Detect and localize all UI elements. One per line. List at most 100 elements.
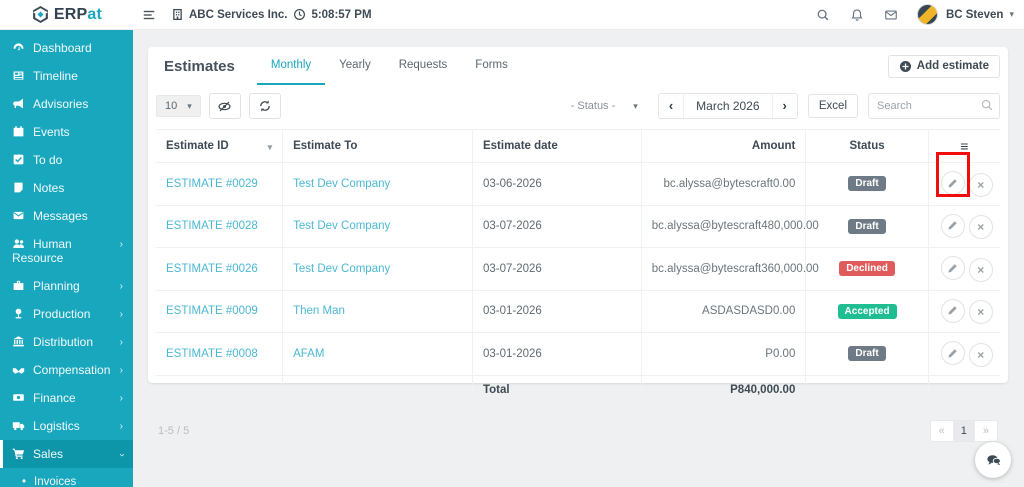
- estimate-amount: bc.alyssa@bytescraft360,000.00: [641, 247, 819, 291]
- estimate-to-link[interactable]: Test Dev Company: [293, 177, 391, 190]
- estimate-to-link[interactable]: Test Dev Company: [293, 220, 391, 233]
- estimate-id-link[interactable]: ESTIMATE #0028: [166, 220, 258, 233]
- status-filter-select[interactable]: - Status - ▾: [561, 95, 648, 117]
- sidebar-item-finance[interactable]: Finance ›: [0, 384, 133, 412]
- chevron-right-icon: ›: [119, 365, 123, 376]
- estimate-amount: ASDASDASD0.00: [641, 289, 807, 333]
- month-navigator: ‹ March 2026 ›: [657, 93, 798, 119]
- search-wrap: [868, 93, 1000, 119]
- edit-button[interactable]: [940, 341, 965, 365]
- next-month-button[interactable]: ›: [772, 94, 797, 118]
- users-icon: [13, 239, 24, 248]
- sidebar-item-planning[interactable]: Planning ›: [0, 272, 133, 300]
- refresh-button[interactable]: [248, 93, 281, 119]
- sidebar-item-sales[interactable]: Sales ›: [0, 440, 133, 468]
- col-estimate-date[interactable]: Estimate date: [472, 129, 642, 163]
- estimate-id-link[interactable]: ESTIMATE #0008: [166, 347, 258, 360]
- envelope-icon: [13, 211, 24, 220]
- tab-requests[interactable]: Requests: [398, 59, 448, 71]
- add-estimate-label: Add estimate: [916, 60, 989, 72]
- col-amount[interactable]: Amount: [641, 129, 807, 163]
- excel-export-button[interactable]: Excel: [807, 94, 858, 118]
- card-footer: 1-5 / 5 « 1 »: [148, 406, 1008, 456]
- edit-button[interactable]: [940, 213, 965, 238]
- sidebar-item-todo[interactable]: To do: [0, 146, 133, 174]
- sidebar-item-label: Distribution: [33, 335, 94, 349]
- sidebar-item-logistics[interactable]: Logistics ›: [0, 412, 133, 440]
- building-icon: [173, 8, 182, 21]
- delete-button[interactable]: ×: [968, 257, 993, 282]
- chevron-down-icon: ›: [116, 453, 128, 457]
- table-row: ESTIMATE #0008 AFAM 03-01-2026 P0.00 Dra…: [156, 332, 1000, 376]
- sidebar-item-notes[interactable]: Notes: [0, 174, 133, 202]
- briefcase-icon: [13, 280, 24, 290]
- sidebar-item-timeline[interactable]: Timeline: [0, 62, 133, 90]
- mail-icon[interactable]: [875, 0, 907, 30]
- megaphone-icon: [13, 98, 23, 109]
- chat-fab-button[interactable]: [975, 442, 1011, 478]
- toggle-columns-button[interactable]: [208, 93, 241, 119]
- sidebar-item-dashboard[interactable]: Dashboard: [0, 34, 133, 62]
- production-icon: [15, 308, 22, 319]
- sidebar-item-label: Logistics: [33, 419, 80, 433]
- sidebar-item-human-resource[interactable]: Human Resource ›: [0, 230, 133, 272]
- bell-icon[interactable]: [841, 0, 873, 30]
- page-size-value: 10: [165, 100, 178, 112]
- sidebar-item-invoices[interactable]: • Invoices: [0, 468, 133, 487]
- sidebar-item-production[interactable]: Production ›: [0, 300, 133, 328]
- next-page-button[interactable]: »: [974, 420, 997, 441]
- tab-yearly[interactable]: Yearly: [339, 59, 371, 71]
- add-estimate-button[interactable]: Add estimate: [887, 54, 1000, 78]
- tab-monthly[interactable]: Monthly: [256, 47, 326, 85]
- user-menu[interactable]: BC Steven: [945, 8, 1004, 21]
- table-header-row: Estimate ID ▾ Estimate To Estimate date A…: [156, 129, 1000, 163]
- chevron-right-icon: ›: [119, 239, 123, 250]
- top-bar-right: BC Steven ▾: [807, 0, 1024, 30]
- sidebar-item-advisories[interactable]: Advisories: [0, 90, 133, 118]
- bank-icon: [13, 336, 24, 347]
- sidebar-item-compensation[interactable]: Compensation ›: [0, 356, 133, 384]
- page-number[interactable]: 1: [952, 420, 975, 441]
- estimate-to-link[interactable]: Test Dev Company: [293, 262, 391, 275]
- prev-page-button[interactable]: «: [930, 420, 953, 441]
- estimate-amount: bc.alyssa@bytescraft0.00: [641, 162, 807, 206]
- page-size-select[interactable]: 10 ▾: [156, 95, 201, 117]
- sidebar-item-distribution[interactable]: Distribution ›: [0, 328, 133, 356]
- edit-button[interactable]: [940, 298, 965, 323]
- estimate-to-link[interactable]: AFAM: [293, 347, 325, 360]
- delete-button[interactable]: ×: [968, 172, 993, 197]
- delete-button[interactable]: ×: [968, 300, 993, 324]
- col-estimate-to[interactable]: Estimate To: [282, 129, 473, 163]
- prev-month-button[interactable]: ‹: [658, 94, 684, 118]
- sidebar-item-label: Notes: [33, 181, 65, 195]
- col-estimate-id[interactable]: Estimate ID ▾: [156, 129, 284, 163]
- search-icon[interactable]: [807, 0, 839, 30]
- avatar[interactable]: [916, 4, 938, 25]
- estimate-id-link[interactable]: ESTIMATE #0009: [166, 305, 258, 318]
- estimate-id-link[interactable]: ESTIMATE #0026: [166, 262, 258, 275]
- estimate-to-link[interactable]: Then Man: [293, 305, 345, 318]
- nav-toggle-icon[interactable]: [133, 0, 165, 30]
- pagination: « 1 »: [929, 419, 998, 442]
- delete-button[interactable]: ×: [968, 215, 993, 239]
- estimate-amount: bc.alyssa@bytescraft480,000.00: [641, 204, 819, 248]
- company-selector[interactable]: ABC Services Inc.: [171, 8, 287, 21]
- delete-button[interactable]: ×: [968, 342, 993, 367]
- app-logo[interactable]: ERPat: [0, 0, 133, 30]
- col-actions-menu-icon[interactable]: ≡: [928, 129, 1000, 163]
- sidebar-item-events[interactable]: Events: [0, 118, 133, 146]
- chat-bubbles-icon: [986, 454, 1001, 465]
- table-row: ESTIMATE #0009 Then Man 03-01-2026 ASDAS…: [156, 289, 1000, 333]
- row-actions: ×: [928, 332, 1000, 376]
- edit-button[interactable]: [940, 171, 965, 195]
- sidebar-item-label: Invoices: [34, 476, 77, 487]
- edit-button[interactable]: [940, 256, 965, 280]
- sidebar-item-label: Timeline: [33, 69, 78, 83]
- pencil-icon: [948, 263, 957, 273]
- col-status[interactable]: Status: [805, 129, 929, 163]
- search-input[interactable]: [868, 93, 1000, 119]
- note-icon: [14, 182, 23, 193]
- tab-forms[interactable]: Forms: [475, 59, 508, 71]
- sidebar-item-messages[interactable]: Messages: [0, 202, 133, 230]
- estimate-id-link[interactable]: ESTIMATE #0029: [166, 177, 258, 190]
